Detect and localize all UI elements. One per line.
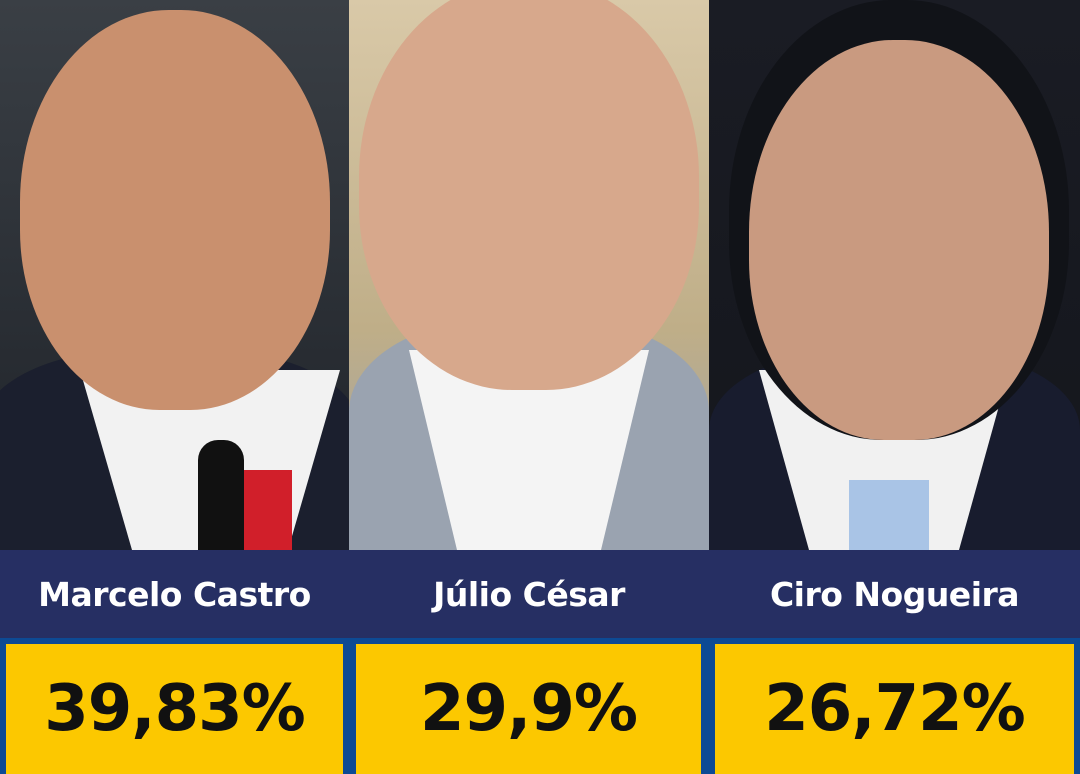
photo-ciro-nogueira	[709, 0, 1080, 550]
face	[749, 40, 1049, 440]
candidate-photos	[0, 0, 1080, 550]
candidate-percent: 39,83%	[6, 644, 343, 774]
face	[20, 10, 330, 410]
results-row: 39,83% 29,9% 26,72%	[0, 638, 1080, 774]
candidate-name: Ciro Nogueira	[769, 574, 1020, 614]
candidate-percent: 26,72%	[715, 644, 1074, 774]
candidate-percent: 29,9%	[356, 644, 701, 774]
face	[359, 0, 699, 390]
microphone	[198, 440, 244, 550]
candidate-name: Júlio César	[433, 574, 625, 614]
photo-marcelo-castro	[0, 0, 349, 550]
tie	[849, 480, 929, 550]
photo-julio-cesar	[349, 0, 709, 550]
name-bar: Marcelo Castro Júlio César Ciro Nogueira	[0, 550, 1080, 638]
candidate-name: Marcelo Castro	[38, 574, 311, 614]
